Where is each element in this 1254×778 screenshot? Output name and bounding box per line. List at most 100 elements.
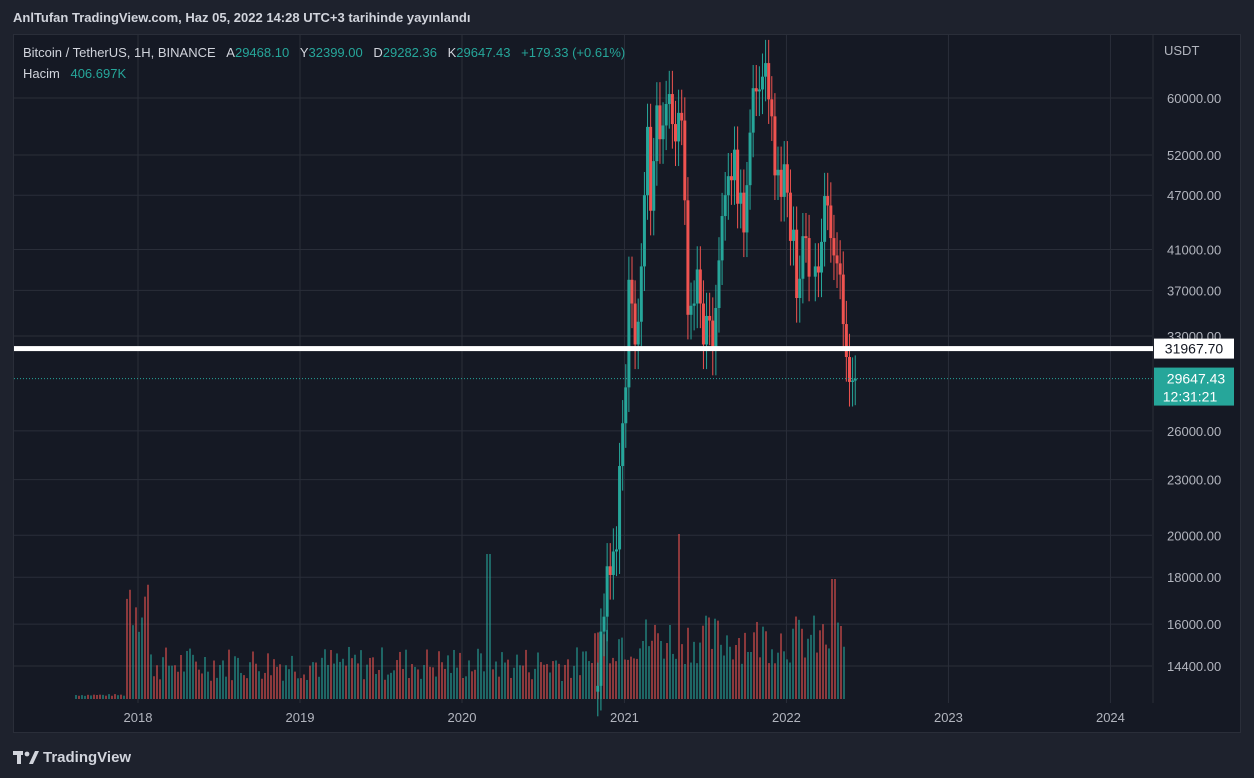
- volume-bar: [303, 674, 305, 699]
- candle: [608, 566, 612, 575]
- candle: [599, 631, 603, 686]
- volume-bar: [612, 657, 614, 699]
- volume-bar: [285, 665, 287, 699]
- candle: [820, 241, 824, 273]
- candle: [757, 89, 761, 92]
- volume-bar: [660, 640, 662, 699]
- high-label: Y: [299, 45, 309, 60]
- volume-bar: [291, 655, 293, 699]
- volume-bar: [330, 649, 332, 699]
- volume-bar: [558, 663, 560, 699]
- volume-bar: [699, 642, 701, 699]
- volume-bar: [423, 665, 425, 699]
- candle: [680, 112, 684, 121]
- close-value: 29647.43: [456, 45, 511, 60]
- volume-bar: [582, 651, 584, 699]
- chart-area[interactable]: [13, 34, 1241, 733]
- last-price-tag: [1154, 367, 1234, 406]
- volume-bar: [228, 649, 230, 699]
- volume-bar: [87, 694, 89, 699]
- volume-bar: [207, 671, 209, 699]
- candle: [853, 378, 857, 381]
- tradingview-logo-icon[interactable]: [13, 749, 39, 765]
- volume-bar: [216, 677, 218, 699]
- volume-bar: [147, 584, 149, 699]
- volume-bar: [294, 671, 296, 699]
- footer-brand[interactable]: TradingView: [43, 748, 132, 766]
- volume-bar: [270, 675, 272, 699]
- candle: [670, 94, 674, 125]
- volume-bar: [177, 671, 179, 699]
- candle: [807, 238, 811, 277]
- volume-bar: [561, 680, 563, 699]
- volume-bar: [156, 665, 158, 699]
- volume-bar: [576, 647, 578, 699]
- volume-bar: [222, 660, 224, 699]
- candle: [677, 112, 681, 142]
- y-tick-label: 60000.00: [1167, 91, 1221, 106]
- volume-bar: [411, 664, 413, 699]
- volume-bar: [432, 667, 434, 699]
- volume-bar: [123, 695, 125, 699]
- volume-bar: [117, 695, 119, 699]
- volume-bar: [183, 671, 185, 699]
- volume-bar: [105, 695, 107, 699]
- y-tick-label: 26000.00: [1167, 424, 1221, 439]
- candle: [649, 126, 653, 211]
- volume-bar: [171, 665, 173, 699]
- volume-bar: [396, 660, 398, 699]
- candle: [745, 185, 749, 233]
- volume-bar: [564, 664, 566, 699]
- volume-bar: [480, 653, 482, 699]
- volume-bar: [390, 672, 392, 699]
- volume-bar: [819, 630, 821, 699]
- volume-bar: [483, 671, 485, 699]
- volume-bar: [630, 656, 632, 699]
- volume-bar: [477, 648, 479, 699]
- volume-bar: [672, 653, 674, 699]
- volume-bar: [786, 659, 788, 699]
- volume-bar: [237, 657, 239, 699]
- volume-bar: [276, 666, 278, 699]
- candle: [652, 161, 656, 211]
- candle: [667, 94, 671, 105]
- volume-bar: [279, 664, 281, 699]
- volume-bar: [681, 644, 683, 699]
- volume-bar: [345, 665, 347, 699]
- volume-bar: [720, 644, 722, 699]
- volume-bar: [759, 657, 761, 699]
- volume-bar: [798, 619, 800, 699]
- volume-bar: [537, 652, 539, 699]
- volume-bar: [825, 644, 827, 699]
- volume-bar: [150, 654, 152, 699]
- volume-bar: [642, 640, 644, 699]
- candle: [714, 308, 718, 351]
- volume-bar: [363, 679, 365, 699]
- volume-bar: [504, 662, 506, 699]
- candle: [624, 387, 628, 424]
- volume-bar: [429, 666, 431, 699]
- volume-bar: [585, 651, 587, 699]
- highlight-price-label: 31967.70: [1165, 341, 1224, 357]
- candle: [646, 126, 650, 196]
- candle: [729, 176, 733, 181]
- candle: [673, 124, 677, 142]
- candle: [636, 321, 640, 345]
- volume-bar: [357, 663, 359, 699]
- change-value: +179.33 (+0.61%): [521, 45, 626, 60]
- volume-bar: [450, 672, 452, 699]
- volume-bar: [816, 652, 818, 699]
- volume-bar: [333, 663, 335, 699]
- volume-bar: [417, 669, 419, 699]
- volume-bar: [198, 669, 200, 699]
- countdown-label: 12:31:21: [1163, 389, 1218, 405]
- volume-bar: [387, 674, 389, 699]
- volume-bar: [120, 694, 122, 699]
- x-tick-label: 2018: [124, 710, 153, 725]
- candle: [776, 169, 780, 176]
- volume-bar: [351, 658, 353, 699]
- volume-bar: [402, 668, 404, 699]
- volume-bar: [465, 676, 467, 699]
- volume-bar: [555, 660, 557, 699]
